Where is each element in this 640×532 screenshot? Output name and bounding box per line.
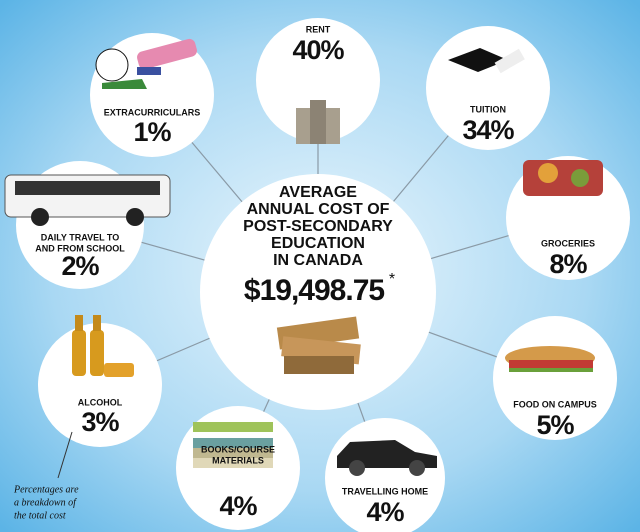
icon <box>523 160 603 196</box>
icon <box>75 315 83 331</box>
node-value: 8% <box>549 249 587 279</box>
icon <box>509 360 593 368</box>
note: Percentages are a breakdown of the total c… <box>13 484 79 521</box>
icon <box>193 458 273 468</box>
icon <box>102 79 147 89</box>
icon <box>494 48 525 74</box>
icon <box>126 208 144 226</box>
node-label: MATERIALS <box>212 455 264 465</box>
icon <box>72 330 86 376</box>
node-circle <box>256 18 380 142</box>
note-pointer <box>57 431 73 479</box>
icon <box>538 163 558 183</box>
icon <box>193 438 273 448</box>
total-marker: * <box>389 271 395 288</box>
icon <box>15 181 160 195</box>
title-line: IN CANADA <box>273 252 363 269</box>
node-label: GROCERIES <box>541 238 595 248</box>
title-line: AVERAGE <box>279 184 357 201</box>
icon <box>95 48 129 82</box>
icon <box>448 48 508 72</box>
node-label: DAILY TRAVEL TO <box>41 232 120 242</box>
node-label: AND FROM SCHOOL <box>35 243 125 253</box>
node-label: EXTRACURRICULARS <box>104 107 201 117</box>
node-value: 2% <box>61 251 99 281</box>
node-label: RENT <box>306 24 331 34</box>
icon <box>137 67 161 75</box>
node-label: TUITION <box>470 104 506 114</box>
node-value: 4% <box>366 497 404 527</box>
node-value: 34% <box>462 115 514 145</box>
icon <box>31 208 49 226</box>
note-line: Percentages are <box>13 484 79 495</box>
icon <box>509 368 593 372</box>
icon <box>104 363 134 377</box>
node-value: 3% <box>81 407 119 437</box>
icon <box>349 460 365 476</box>
money-icon <box>276 316 361 374</box>
node-label: ALCOHOL <box>78 397 123 407</box>
node-value: 40% <box>292 35 344 65</box>
node-circle <box>493 316 617 440</box>
node-value: 1% <box>133 117 171 147</box>
node-label: BOOKS/COURSE <box>201 444 275 454</box>
icon <box>571 169 589 187</box>
icon <box>310 100 326 144</box>
icon <box>193 448 273 458</box>
title-line: EDUCATION <box>271 235 365 252</box>
icon <box>90 330 104 376</box>
title-line: POST-SECONDARY <box>243 218 393 235</box>
node-label: FOOD ON CAMPUS <box>513 399 597 409</box>
node-value: 4% <box>219 491 257 521</box>
icon <box>93 315 101 331</box>
icon <box>409 460 425 476</box>
node-label: TRAVELLING HOME <box>342 486 428 496</box>
icon <box>337 440 437 468</box>
center-circle <box>200 174 436 410</box>
icon <box>137 38 197 70</box>
note-line: a breakdown of <box>14 497 77 508</box>
title-line: ANNUAL COST OF <box>247 201 390 218</box>
node-value: 5% <box>536 410 574 440</box>
note-line: the total cost <box>14 510 66 521</box>
icon <box>193 422 273 432</box>
node-circle <box>38 323 162 447</box>
total: $19,498.75 <box>244 274 384 307</box>
